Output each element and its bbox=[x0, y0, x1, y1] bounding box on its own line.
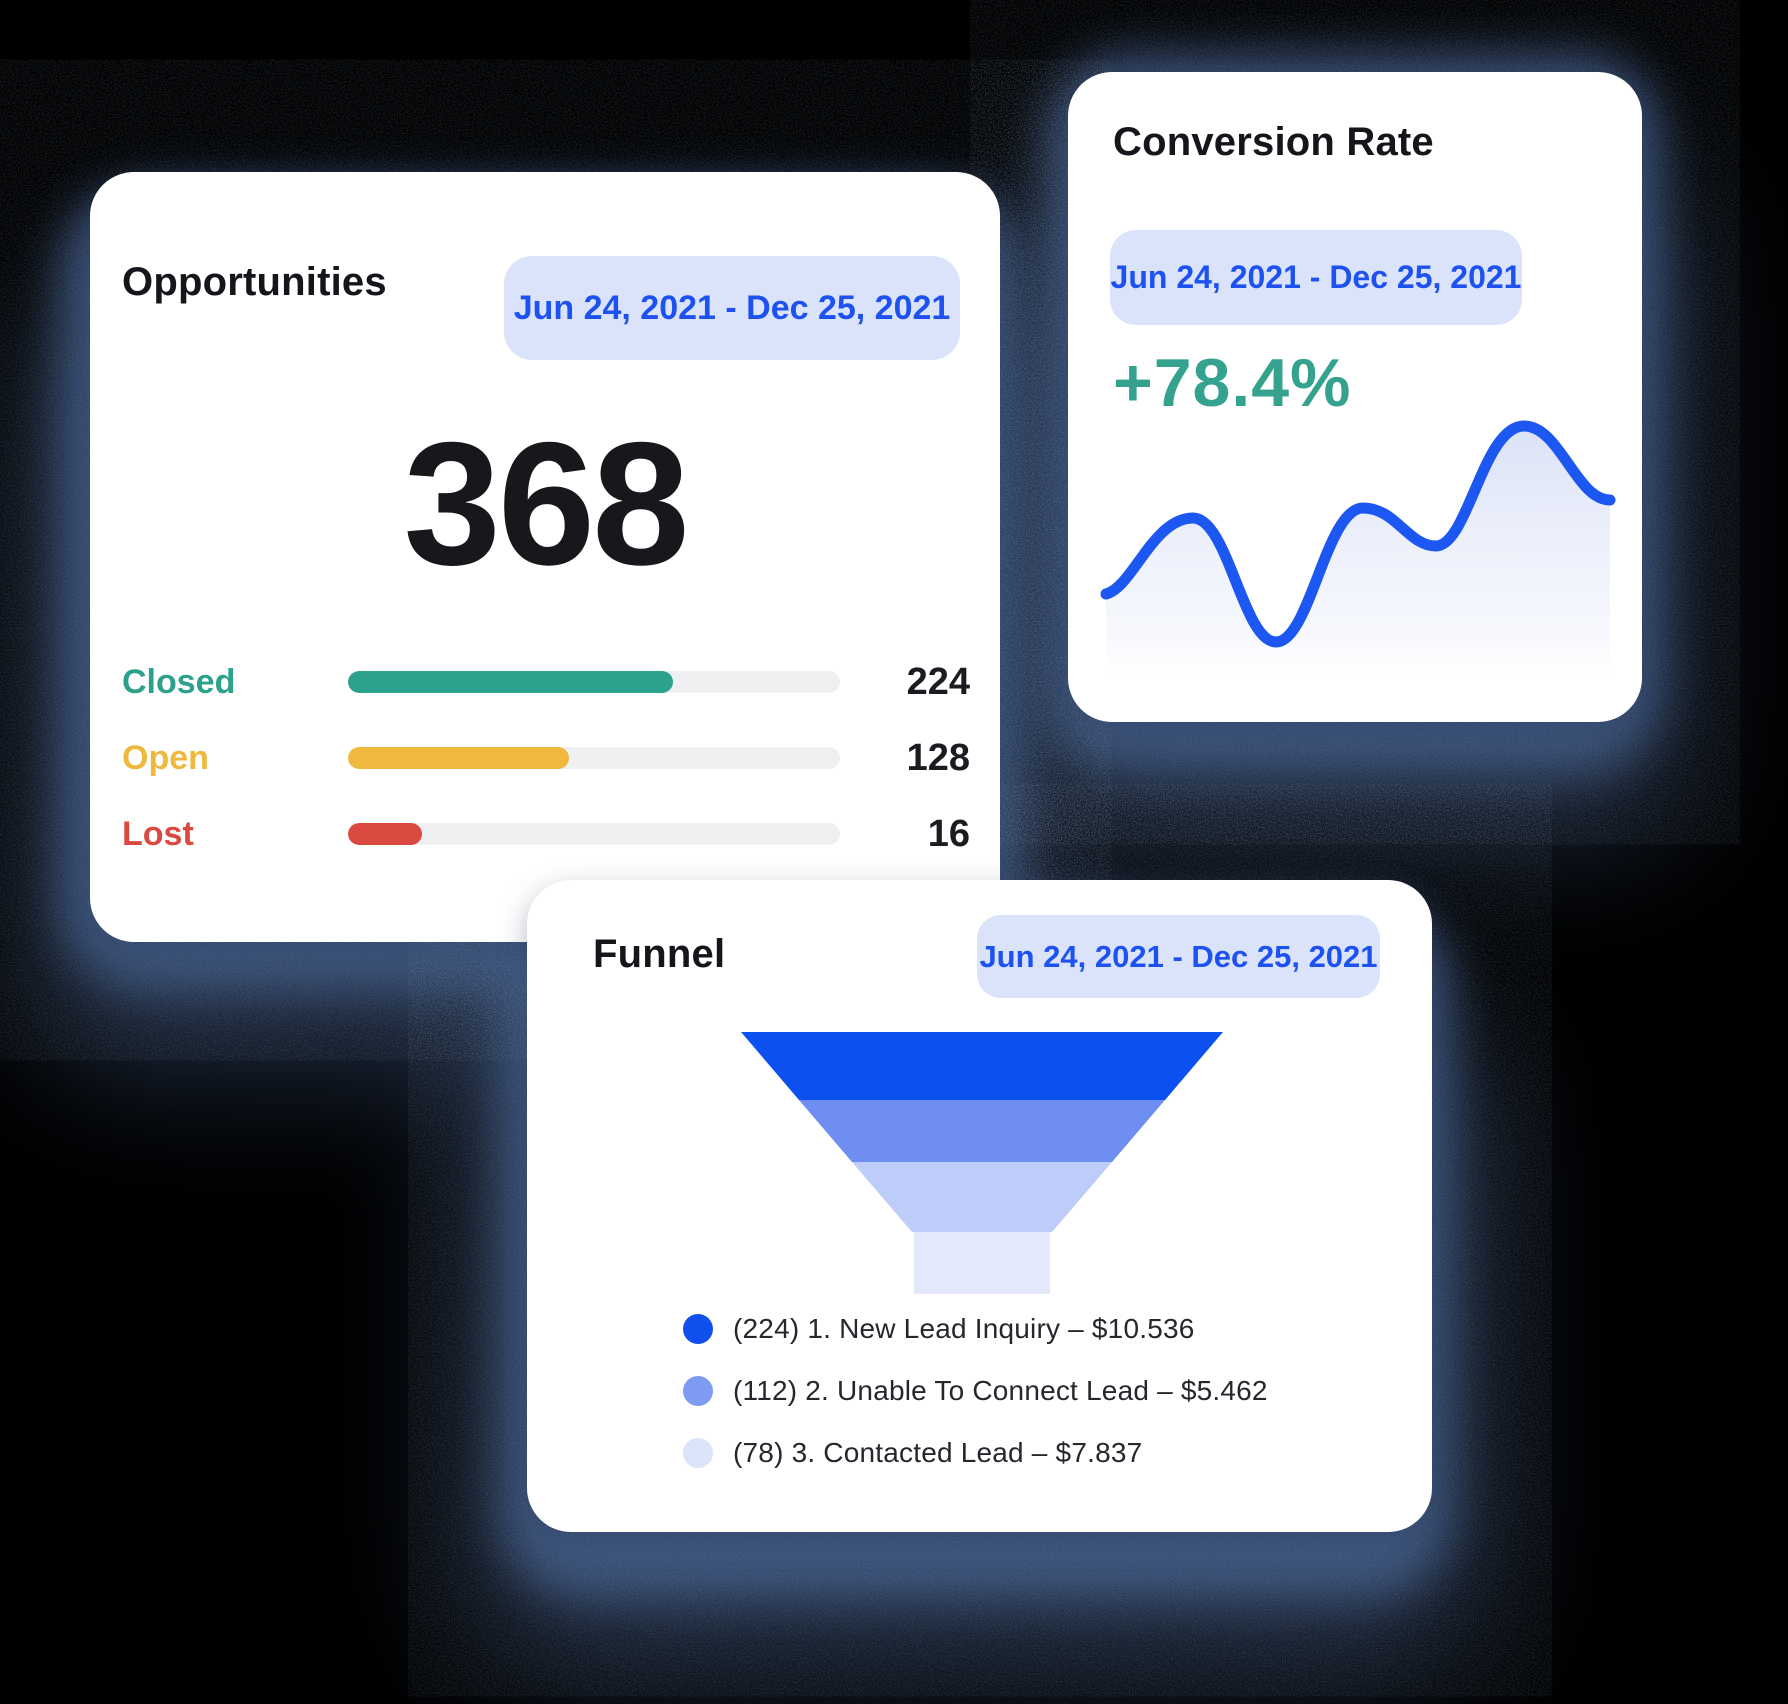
legend-dot-unable-to-connect bbox=[683, 1376, 713, 1406]
lost-value: 16 bbox=[927, 812, 970, 855]
opportunity-row-lost: Lost 16 bbox=[122, 812, 970, 855]
closed-bar-fill bbox=[348, 671, 673, 693]
funnel-legend-row-3: (78) 3. Contacted Lead – $7.837 bbox=[683, 1436, 1268, 1470]
closed-bar-track bbox=[348, 671, 840, 693]
conversion-rate-card: Conversion Rate Jun 24, 2021 - Dec 25, 2… bbox=[1068, 72, 1642, 722]
conversion-line bbox=[1100, 420, 1616, 648]
opportunities-date-range-badge[interactable]: Jun 24, 2021 - Dec 25, 2021 bbox=[504, 256, 960, 360]
legend-dot-contacted-lead bbox=[683, 1438, 713, 1468]
conversion-area-fill bbox=[1106, 426, 1610, 692]
legend-text-new-lead: (224) 1. New Lead Inquiry – $10.536 bbox=[733, 1313, 1195, 1344]
open-bar-track bbox=[348, 747, 840, 769]
opportunities-total: 368 bbox=[403, 407, 690, 602]
conversion-rate-value: +78.4% bbox=[1113, 345, 1352, 421]
funnel-legend-row-1: (224) 1. New Lead Inquiry – $10.536 bbox=[683, 1312, 1268, 1346]
conversion-line-chart bbox=[1100, 420, 1616, 692]
open-value: 128 bbox=[906, 736, 970, 779]
open-bar-fill bbox=[348, 747, 570, 769]
opportunity-row-open: Open 128 bbox=[122, 736, 970, 779]
legend-text-unable-to-connect: (112) 2. Unable To Connect Lead – $5.462 bbox=[733, 1375, 1268, 1406]
lost-label: Lost bbox=[122, 814, 194, 853]
opportunities-bar-list: Closed 224 Open 128 Lost 16 bbox=[122, 660, 970, 890]
funnel-legend: (224) 1. New Lead Inquiry – $10.536 (112… bbox=[683, 1312, 1268, 1498]
opportunities-title: Opportunities bbox=[122, 260, 387, 304]
funnel-stage-2 bbox=[799, 1100, 1165, 1162]
conversion-rate-title: Conversion Rate bbox=[1113, 120, 1434, 164]
funnel-stem bbox=[914, 1232, 1050, 1294]
closed-label: Closed bbox=[122, 662, 236, 701]
funnel-stage-3 bbox=[852, 1162, 1112, 1232]
funnel-legend-row-2: (112) 2. Unable To Connect Lead – $5.462 bbox=[683, 1374, 1268, 1408]
lost-bar-fill bbox=[348, 823, 422, 845]
closed-value: 224 bbox=[906, 660, 970, 703]
opportunity-row-closed: Closed 224 bbox=[122, 660, 970, 703]
open-label: Open bbox=[122, 738, 209, 777]
funnel-title: Funnel bbox=[593, 932, 726, 976]
legend-text-contacted-lead: (78) 3. Contacted Lead – $7.837 bbox=[733, 1437, 1143, 1468]
funnel-date-range-badge[interactable]: Jun 24, 2021 - Dec 25, 2021 bbox=[977, 915, 1380, 998]
funnel-chart bbox=[741, 1032, 1223, 1294]
legend-dot-new-lead bbox=[683, 1314, 713, 1344]
funnel-stage-1 bbox=[741, 1032, 1223, 1100]
opportunities-card: Opportunities Jun 24, 2021 - Dec 25, 202… bbox=[90, 172, 1000, 942]
lost-bar-track bbox=[348, 823, 840, 845]
funnel-card: Funnel Jun 24, 2021 - Dec 25, 2021 (224)… bbox=[527, 880, 1432, 1532]
conversion-date-range-badge[interactable]: Jun 24, 2021 - Dec 25, 2021 bbox=[1110, 230, 1522, 325]
